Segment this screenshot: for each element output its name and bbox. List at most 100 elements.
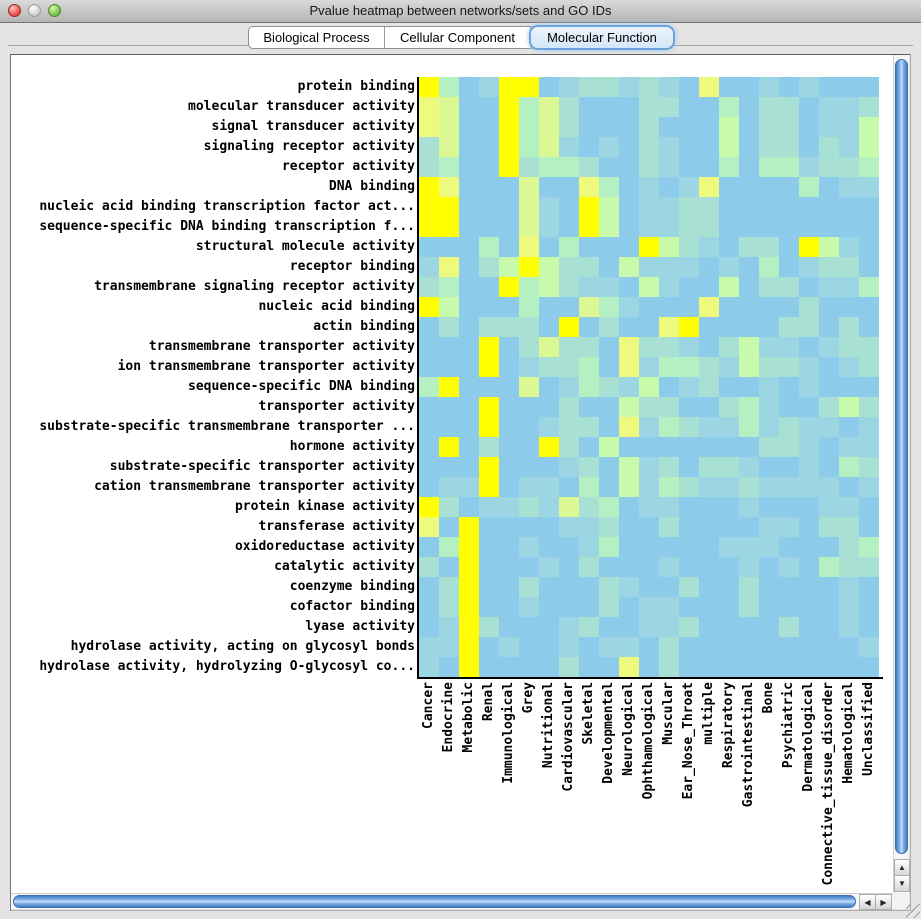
heatmap-cell [579, 657, 599, 677]
heatmap-cell [499, 617, 519, 637]
tab-strip: Biological Process Cellular Component Mo… [248, 26, 674, 49]
heatmap-cell [599, 377, 619, 397]
heatmap-cell [619, 377, 639, 397]
heatmap-cell [619, 597, 639, 617]
close-button[interactable] [8, 4, 21, 17]
heatmap-cell [439, 557, 459, 577]
vertical-scrollbar-thumb[interactable] [895, 59, 908, 854]
heatmap-cell [419, 657, 439, 677]
heatmap-cell [419, 517, 439, 537]
heatmap-cell [619, 277, 639, 297]
heatmap-cell [679, 297, 699, 317]
scroll-down-button[interactable]: ▼ [894, 875, 910, 892]
heatmap-viewport: protein binding molecular transducer acti… [11, 55, 893, 893]
heatmap-cell [599, 497, 619, 517]
scroll-right-button[interactable]: ▶ [875, 894, 892, 910]
heatmap-cell [699, 257, 719, 277]
horizontal-scrollbar[interactable]: ◀ ▶ [11, 893, 893, 910]
heatmap-cell [759, 337, 779, 357]
heatmap-cell [699, 317, 719, 337]
heatmap-cell [819, 657, 839, 677]
heatmap-cell [559, 257, 579, 277]
heatmap-cell [599, 197, 619, 217]
heatmap-cell [419, 297, 439, 317]
heatmap-cell [519, 617, 539, 637]
heatmap-cell [759, 77, 779, 97]
heatmap-cell [459, 157, 479, 177]
heatmap-cell [459, 217, 479, 237]
heatmap-cell [859, 457, 879, 477]
heatmap-cell [439, 417, 459, 437]
heatmap-cell [859, 637, 879, 657]
heatmap-cell [679, 337, 699, 357]
heatmap-cell [779, 477, 799, 497]
heatmap-cell [739, 417, 759, 437]
heatmap-cell [839, 477, 859, 497]
heatmap-cell [519, 397, 539, 417]
heatmap-cell [779, 537, 799, 557]
scroll-up-button[interactable]: ▲ [894, 859, 910, 876]
row-label: cofactor binding [289, 599, 415, 614]
heatmap-cell [779, 457, 799, 477]
heatmap-cell [779, 297, 799, 317]
vertical-scrollbar[interactable]: ▲ ▼ [893, 55, 910, 893]
heatmap-cell [699, 157, 719, 177]
heatmap-cell [839, 277, 859, 297]
heatmap-cell [579, 217, 599, 237]
tab-biological-process[interactable]: Biological Process [249, 27, 385, 48]
heatmap-cell [519, 417, 539, 437]
tab-cellular-component[interactable]: Cellular Component [385, 27, 531, 48]
heatmap-cell [679, 557, 699, 577]
window-resize-grip[interactable] [906, 904, 920, 918]
heatmap-cell [439, 457, 459, 477]
heatmap-cell [479, 517, 499, 537]
row-label: molecular transducer activity [188, 99, 415, 114]
heatmap-cell [419, 417, 439, 437]
heatmap-cell [759, 197, 779, 217]
heatmap-cell [759, 377, 779, 397]
scroll-left-button[interactable]: ◀ [859, 894, 876, 910]
heatmap-cell [499, 497, 519, 517]
heatmap-cell [699, 277, 719, 297]
heatmap-cell [679, 317, 699, 337]
heatmap-cell [819, 217, 839, 237]
heatmap-cell [499, 77, 519, 97]
heatmap-cell [759, 557, 779, 577]
heatmap-cell [579, 257, 599, 277]
heatmap-cell [659, 317, 679, 337]
heatmap-cell [599, 517, 619, 537]
heatmap-cell [859, 357, 879, 377]
heatmap-cell [579, 517, 599, 537]
horizontal-scrollbar-thumb[interactable] [13, 895, 856, 908]
minimize-button[interactable] [28, 4, 41, 17]
heatmap-cell [499, 297, 519, 317]
heatmap-cell [519, 257, 539, 277]
heatmap-cell [839, 257, 859, 277]
heatmap-cell [679, 417, 699, 437]
heatmap-cell [459, 477, 479, 497]
heatmap-cell [419, 357, 439, 377]
heatmap-cell [699, 337, 719, 357]
heatmap-cell [699, 397, 719, 417]
heatmap-cell [759, 177, 779, 197]
heatmap-cell [819, 117, 839, 137]
heatmap-cell [519, 197, 539, 217]
heatmap-cell [739, 117, 759, 137]
heatmap-cell [479, 557, 499, 577]
heatmap-cell [519, 337, 539, 357]
heatmap-cell [459, 317, 479, 337]
tab-molecular-function[interactable]: Molecular Function [531, 27, 673, 48]
heatmap-cell [819, 297, 839, 317]
heatmap-cell [839, 357, 859, 377]
heatmap-cell [679, 277, 699, 297]
heatmap-cell [419, 137, 439, 157]
heatmap-cell [759, 417, 779, 437]
heatmap-cell [819, 597, 839, 617]
heatmap-cell [579, 277, 599, 297]
zoom-button[interactable] [48, 4, 61, 17]
heatmap-cell [659, 397, 679, 417]
heatmap-cell [419, 437, 439, 457]
heatmap-cell [559, 457, 579, 477]
row-label: transporter activity [258, 399, 415, 414]
heatmap-cell [679, 617, 699, 637]
